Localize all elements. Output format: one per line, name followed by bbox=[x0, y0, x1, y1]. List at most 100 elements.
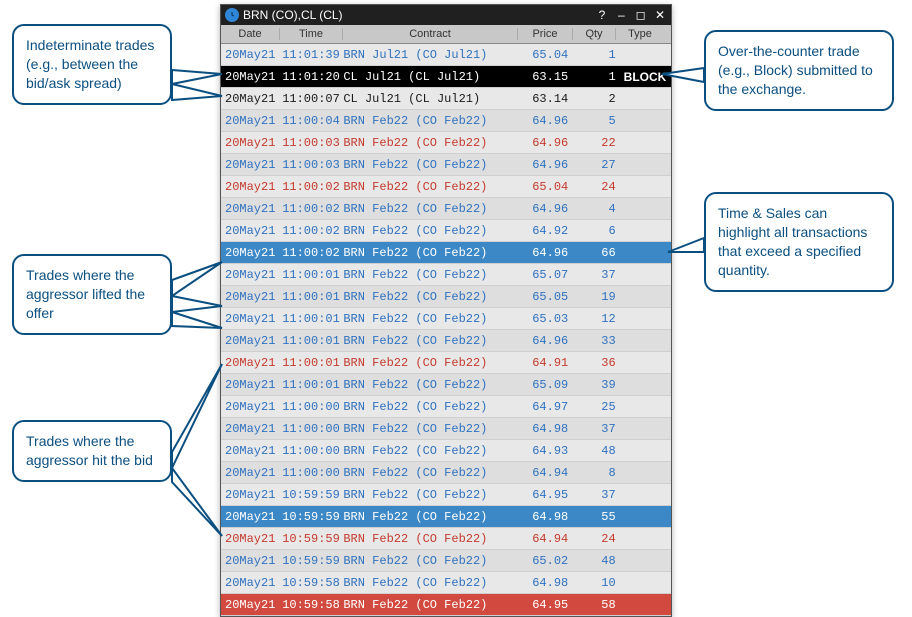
cell-time: 11:00:00 bbox=[282, 466, 343, 480]
cell-date: 20May21 bbox=[221, 444, 282, 458]
cell-date: 20May21 bbox=[221, 48, 282, 62]
cell-price: 64.95 bbox=[515, 598, 574, 612]
table-row[interactable]: 20May2111:00:02BRN Feb22 (CO Feb22)64.96… bbox=[221, 242, 671, 264]
table-row[interactable]: 20May2111:00:01BRN Feb22 (CO Feb22)64.96… bbox=[221, 330, 671, 352]
window-titlebar[interactable]: BRN (CO),CL (CL) ? – ◻ ✕ bbox=[221, 5, 671, 25]
cell-contract: BRN Feb22 (CO Feb22) bbox=[343, 356, 515, 370]
cell-date: 20May21 bbox=[221, 422, 282, 436]
table-row[interactable]: 20May2111:00:01BRN Feb22 (CO Feb22)65.07… bbox=[221, 264, 671, 286]
cell-time: 11:00:01 bbox=[282, 356, 343, 370]
cell-time: 11:00:02 bbox=[282, 246, 343, 260]
table-row[interactable]: 20May2110:59:59BRN Feb22 (CO Feb22)64.98… bbox=[221, 506, 671, 528]
help-icon[interactable]: ? bbox=[595, 8, 609, 22]
table-row[interactable]: 20May2111:00:01BRN Feb22 (CO Feb22)65.05… bbox=[221, 286, 671, 308]
cell-price: 65.02 bbox=[515, 554, 574, 568]
cell-contract: BRN Feb22 (CO Feb22) bbox=[343, 334, 515, 348]
table-row[interactable]: 20May2111:00:04BRN Feb22 (CO Feb22)64.96… bbox=[221, 110, 671, 132]
table-row[interactable]: 20May2111:00:00BRN Feb22 (CO Feb22)64.94… bbox=[221, 462, 671, 484]
table-row[interactable]: 20May2111:00:01BRN Feb22 (CO Feb22)64.91… bbox=[221, 352, 671, 374]
callout-indeterminate: Indeterminate trades (e.g., between the … bbox=[12, 24, 172, 105]
cell-price: 64.96 bbox=[515, 158, 574, 172]
cell-qty: 12 bbox=[574, 312, 621, 326]
cell-qty: 48 bbox=[574, 554, 621, 568]
table-row[interactable]: 20May2111:00:02BRN Feb22 (CO Feb22)64.92… bbox=[221, 220, 671, 242]
column-header-qty[interactable]: Qty bbox=[573, 28, 616, 40]
cell-price: 63.15 bbox=[515, 70, 574, 84]
cell-time: 11:00:00 bbox=[282, 422, 343, 436]
cell-price: 64.91 bbox=[515, 356, 574, 370]
cell-date: 20May21 bbox=[221, 268, 282, 282]
cell-qty: 36 bbox=[574, 356, 621, 370]
cell-contract: BRN Feb22 (CO Feb22) bbox=[343, 202, 515, 216]
table-row[interactable]: 20May2111:00:03BRN Feb22 (CO Feb22)64.96… bbox=[221, 132, 671, 154]
cell-contract: BRN Feb22 (CO Feb22) bbox=[343, 510, 515, 524]
column-header-time[interactable]: Time bbox=[280, 28, 343, 40]
cell-qty: 39 bbox=[574, 378, 621, 392]
table-row[interactable]: 20May2111:00:07CL Jul21 (CL Jul21)63.142 bbox=[221, 88, 671, 110]
cell-time: 11:00:07 bbox=[282, 92, 343, 106]
cell-time: 11:00:01 bbox=[282, 290, 343, 304]
cell-qty: 27 bbox=[574, 158, 621, 172]
table-row[interactable]: 20May2111:00:03BRN Feb22 (CO Feb22)64.96… bbox=[221, 154, 671, 176]
table-row[interactable]: 20May2110:59:58BRN Feb22 (CO Feb22)64.98… bbox=[221, 572, 671, 594]
cell-date: 20May21 bbox=[221, 158, 282, 172]
table-row[interactable]: 20May2111:00:00BRN Feb22 (CO Feb22)64.97… bbox=[221, 396, 671, 418]
cell-qty: 25 bbox=[574, 400, 621, 414]
cell-price: 64.96 bbox=[515, 114, 574, 128]
table-row[interactable]: 20May2110:59:59BRN Feb22 (CO Feb22)64.94… bbox=[221, 528, 671, 550]
table-row[interactable]: 20May2111:01:39BRN Jul21 (CO Jul21)65.04… bbox=[221, 44, 671, 66]
close-icon[interactable]: ✕ bbox=[653, 8, 667, 22]
cell-qty: 19 bbox=[574, 290, 621, 304]
table-row[interactable]: 20May2111:00:00BRN Feb22 (CO Feb22)64.93… bbox=[221, 440, 671, 462]
cell-contract: BRN Feb22 (CO Feb22) bbox=[343, 136, 515, 150]
table-row[interactable]: 20May2111:00:02BRN Feb22 (CO Feb22)65.04… bbox=[221, 176, 671, 198]
cell-price: 64.98 bbox=[515, 422, 574, 436]
maximize-icon[interactable]: ◻ bbox=[634, 8, 648, 22]
table-row[interactable]: 20May2110:59:59BRN Feb22 (CO Feb22)65.02… bbox=[221, 550, 671, 572]
column-header-price[interactable]: Price bbox=[518, 28, 573, 40]
cell-price: 64.96 bbox=[515, 202, 574, 216]
table-row[interactable]: 20May2111:00:01BRN Feb22 (CO Feb22)65.09… bbox=[221, 374, 671, 396]
window-title: BRN (CO),CL (CL) bbox=[243, 8, 593, 22]
table-row[interactable]: 20May2110:59:59BRN Feb22 (CO Feb22)64.95… bbox=[221, 484, 671, 506]
cell-date: 20May21 bbox=[221, 114, 282, 128]
cell-price: 64.98 bbox=[515, 510, 574, 524]
cell-date: 20May21 bbox=[221, 510, 282, 524]
cell-date: 20May21 bbox=[221, 598, 282, 612]
cell-price: 65.03 bbox=[515, 312, 574, 326]
cell-contract: BRN Feb22 (CO Feb22) bbox=[343, 422, 515, 436]
cell-date: 20May21 bbox=[221, 400, 282, 414]
cell-time: 11:01:39 bbox=[282, 48, 343, 62]
cell-price: 64.96 bbox=[515, 334, 574, 348]
cell-contract: BRN Feb22 (CO Feb22) bbox=[343, 466, 515, 480]
cell-date: 20May21 bbox=[221, 356, 282, 370]
cell-contract: BRN Feb22 (CO Feb22) bbox=[343, 378, 515, 392]
callout-highlight-qty: Time & Sales can highlight all transacti… bbox=[704, 192, 894, 292]
cell-time: 11:00:01 bbox=[282, 378, 343, 392]
table-row[interactable]: 20May2111:00:00BRN Feb22 (CO Feb22)64.98… bbox=[221, 418, 671, 440]
column-headers: Date Time Contract Price Qty Type bbox=[221, 25, 671, 44]
column-header-date[interactable]: Date bbox=[221, 28, 280, 40]
column-header-contract[interactable]: Contract bbox=[343, 28, 518, 40]
cell-qty: 58 bbox=[574, 598, 621, 612]
cell-time: 11:01:20 bbox=[282, 70, 343, 84]
table-row[interactable]: 20May2111:00:02BRN Feb22 (CO Feb22)64.96… bbox=[221, 198, 671, 220]
table-row[interactable]: 20May2111:00:01BRN Feb22 (CO Feb22)65.03… bbox=[221, 308, 671, 330]
cell-date: 20May21 bbox=[221, 290, 282, 304]
cell-date: 20May21 bbox=[221, 136, 282, 150]
cell-qty: 10 bbox=[574, 576, 621, 590]
minimize-icon[interactable]: – bbox=[614, 8, 628, 22]
cell-qty: 1 bbox=[574, 48, 621, 62]
cell-time: 10:59:59 bbox=[282, 488, 343, 502]
cell-contract: BRN Feb22 (CO Feb22) bbox=[343, 400, 515, 414]
column-header-type[interactable]: Type bbox=[616, 28, 664, 40]
cell-qty: 6 bbox=[574, 224, 621, 238]
cell-contract: BRN Feb22 (CO Feb22) bbox=[343, 488, 515, 502]
cell-time: 10:59:59 bbox=[282, 532, 343, 546]
cell-qty: 55 bbox=[574, 510, 621, 524]
table-row[interactable]: 20May2111:01:20CL Jul21 (CL Jul21)63.151… bbox=[221, 66, 671, 88]
cell-contract: BRN Feb22 (CO Feb22) bbox=[343, 246, 515, 260]
clock-icon bbox=[225, 8, 239, 22]
cell-time: 11:00:00 bbox=[282, 400, 343, 414]
cell-time: 10:59:59 bbox=[282, 510, 343, 524]
